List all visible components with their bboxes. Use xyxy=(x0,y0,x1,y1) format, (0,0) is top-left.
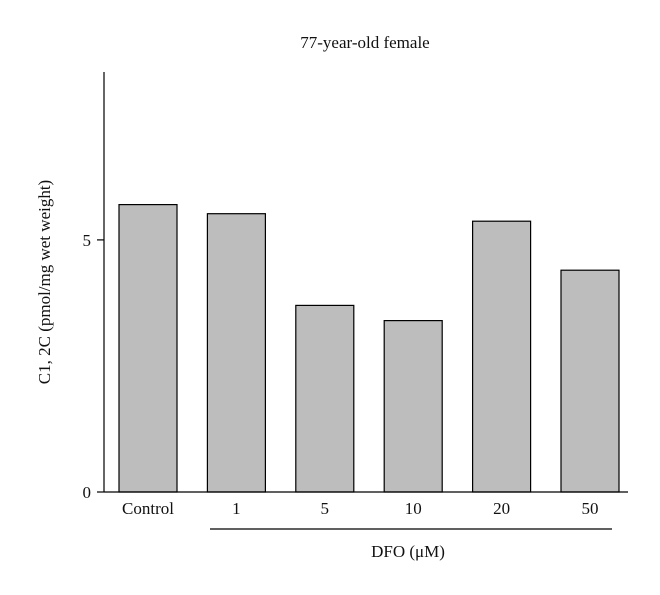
bar-50 xyxy=(560,269,620,493)
x-tick-label-50: 50 xyxy=(582,499,599,518)
x-tick-label-5: 5 xyxy=(321,499,330,518)
x-tick-label-control: Control xyxy=(122,499,174,518)
bar-10 xyxy=(383,320,443,493)
x-tick-labels-group: Control 1 5 10 20 50 xyxy=(122,499,598,518)
y-tick-label-0: 0 xyxy=(83,483,92,502)
y-tick-label-5: 5 xyxy=(83,231,92,250)
x-tick-label-1: 1 xyxy=(232,499,241,518)
x-tick-label-10: 10 xyxy=(405,499,422,518)
bar-5 xyxy=(295,304,355,493)
y-ticks-group: 05 xyxy=(83,231,104,502)
dfo-group-label: DFO (μM) xyxy=(371,542,445,561)
bar-20 xyxy=(472,220,532,493)
bar-1 xyxy=(206,213,266,493)
bars-group xyxy=(118,204,620,493)
x-tick-label-20: 20 xyxy=(493,499,510,518)
bar-control xyxy=(118,204,178,493)
y-axis-label: C1, 2C (pmol/mg wet weight) xyxy=(35,180,54,384)
chart-title: 77-year-old female xyxy=(300,33,429,52)
